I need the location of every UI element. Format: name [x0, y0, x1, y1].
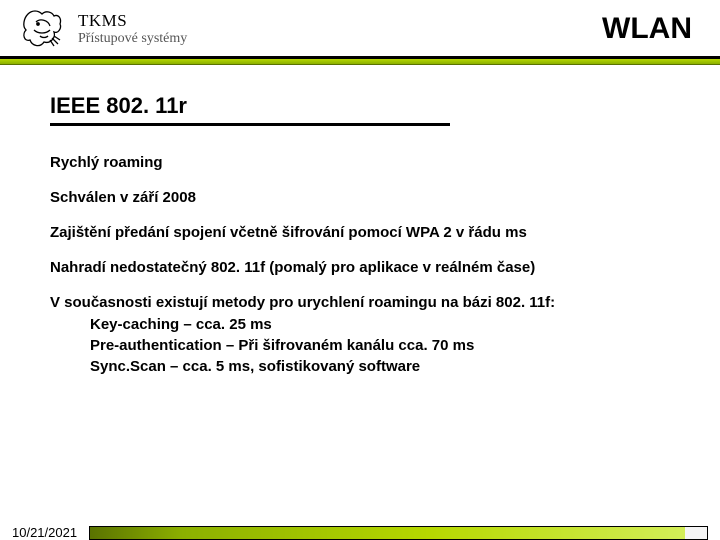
- slide-topic: WLAN: [602, 12, 692, 46]
- footer-date: 10/21/2021: [12, 525, 77, 540]
- body-indent-line: Pre-authentication – Při šifrovaném kaná…: [90, 335, 670, 356]
- body-indent-line: Key-caching – cca. 25 ms: [90, 314, 670, 335]
- body-line: Zajištění předání spojení včetně šifrová…: [50, 224, 670, 241]
- slide-header: TKMS Přístupové systémy WLAN: [0, 0, 720, 56]
- body-indent-line: Sync.Scan – cca. 5 ms, sofistikovaný sof…: [90, 356, 670, 377]
- section-title: IEEE 802. 11r: [50, 93, 450, 126]
- org-subtitle: Přístupové systémy: [78, 31, 187, 47]
- org-name: TKMS: [78, 11, 187, 31]
- slide-footer: 10/21/2021: [0, 525, 720, 540]
- body-line: Rychlý roaming: [50, 154, 670, 171]
- header-left: TKMS Přístupové systémy: [22, 8, 187, 50]
- lion-crest-icon: [22, 8, 66, 50]
- body-line: Schválen v září 2008: [50, 189, 670, 206]
- body-block-intro: V současnosti existují metody pro urychl…: [50, 294, 670, 311]
- footer-progress-bar: [89, 526, 708, 540]
- body-line: Nahradí nedostatečný 802. 11f (pomalý pr…: [50, 259, 670, 276]
- slide-content: IEEE 802. 11r Rychlý roaming Schválen v …: [0, 65, 720, 377]
- header-text: TKMS Přístupové systémy: [78, 11, 187, 47]
